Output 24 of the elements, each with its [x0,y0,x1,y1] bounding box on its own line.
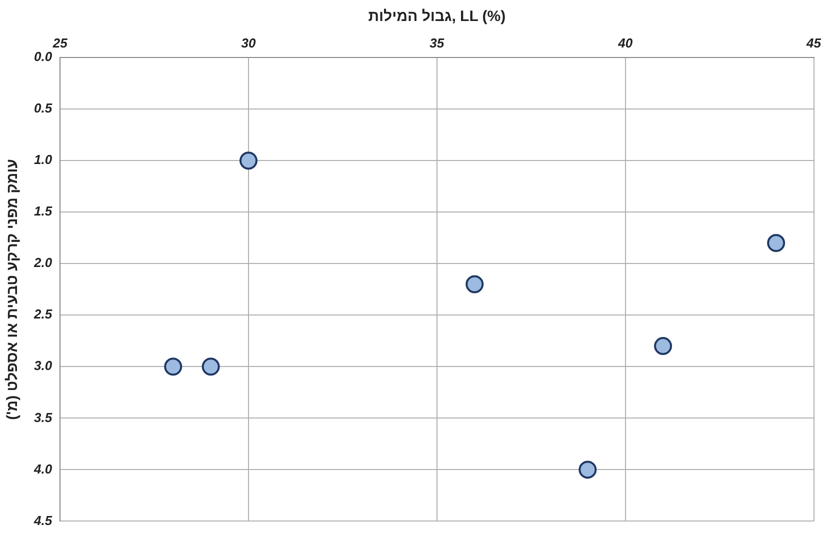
x-axis-title: גבול המילות, LL (%) [368,8,506,26]
y-tick-label: 2.5 [32,306,53,322]
y-tick-label: 4.5 [32,512,53,528]
x-tick-label: 30 [241,35,256,50]
y-tick-label: 0.5 [34,100,53,116]
point [654,337,672,356]
x-tick-label: 45 [806,35,822,50]
y-tick-label: 3.0 [34,358,53,374]
point [767,234,786,252]
y-axis-title: עומק מפני קרקע טבעית או אספלט (מ') [4,158,22,420]
point [578,460,597,479]
y-tick-label: 1.0 [34,152,53,168]
point [466,275,484,294]
y-tick-label: 1.5 [34,204,53,219]
y-tick-label: 0.0 [34,49,53,64]
y-tick-label: 4.0 [32,461,53,476]
x-tick-label: 25 [52,35,68,50]
point [239,152,258,170]
y-tick-label: 2.0 [32,255,53,270]
x-tick-label: 40 [617,35,634,50]
x-tick-label: 35 [430,35,445,50]
point [202,358,220,376]
point [164,358,182,376]
y-tick-label: 3.5 [34,410,53,425]
